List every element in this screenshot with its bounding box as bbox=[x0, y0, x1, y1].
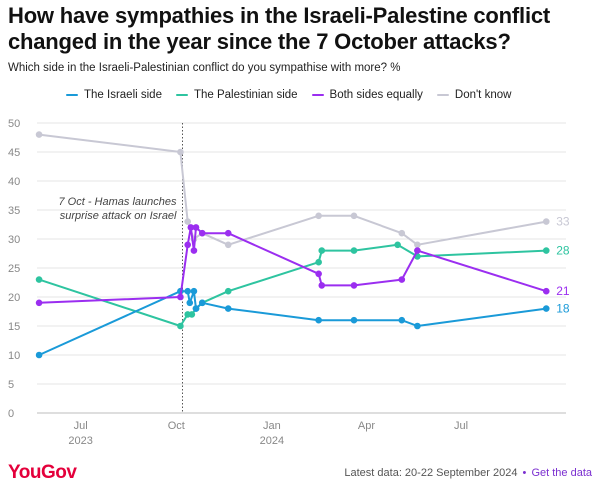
data-point-don-t-know-9 bbox=[414, 241, 421, 249]
data-point-the-israeli-side-0 bbox=[35, 351, 43, 359]
data-point-both-sides-equally-4 bbox=[190, 247, 198, 254]
end-label-both-sides-equally: 21 bbox=[556, 284, 570, 298]
legend-item-palestinian[interactable]: The Palestinian side bbox=[175, 89, 298, 101]
y-tick-label-5: 5 bbox=[8, 379, 14, 391]
legend-label-both: Both sides equally bbox=[329, 89, 423, 101]
x-year-label-2024: 2024 bbox=[260, 435, 284, 447]
x-tick-label-oct: Oct bbox=[168, 420, 185, 432]
data-point-the-israeli-side-10 bbox=[398, 316, 406, 324]
data-point-the-israeli-side-9 bbox=[350, 316, 358, 324]
data-point-both-sides-equally-6 bbox=[198, 229, 206, 237]
data-point-the-israeli-side-12 bbox=[542, 305, 550, 312]
data-point-the-palestinian-side-3 bbox=[188, 311, 196, 318]
data-point-both-sides-equally-2 bbox=[184, 241, 191, 249]
legend-label-israeli: The Israeli side bbox=[84, 89, 162, 101]
y-tick-label-50: 50 bbox=[8, 118, 20, 130]
data-point-the-palestinian-side-1 bbox=[177, 322, 184, 330]
data-point-the-israeli-side-11 bbox=[414, 322, 421, 330]
legend-swatch-dont-know bbox=[436, 93, 449, 97]
data-point-the-palestinian-side-10 bbox=[394, 241, 401, 249]
data-point-the-israeli-side-3 bbox=[186, 299, 194, 307]
y-tick-label-40: 40 bbox=[8, 176, 20, 188]
data-point-the-palestinian-side-9 bbox=[350, 247, 358, 254]
legend-label-palestinian: The Palestinian side bbox=[193, 89, 298, 101]
data-point-the-palestinian-side-7 bbox=[315, 258, 322, 266]
data-point-the-palestinian-side-0 bbox=[35, 276, 43, 283]
chart-subtitle: Which side in the Israeli-Palestinian co… bbox=[8, 62, 401, 74]
data-point-don-t-know-10 bbox=[542, 218, 550, 225]
chart-legend: The Israeli side The Palestinian side Bo… bbox=[66, 89, 525, 101]
data-point-both-sides-equally-5 bbox=[192, 224, 200, 231]
y-tick-label-0: 0 bbox=[8, 408, 14, 420]
legend-swatch-israeli bbox=[66, 93, 78, 97]
data-point-both-sides-equally-1 bbox=[177, 293, 184, 301]
legend-item-both[interactable]: Both sides equally bbox=[311, 89, 423, 101]
data-point-don-t-know-2 bbox=[184, 218, 191, 225]
data-point-both-sides-equally-8 bbox=[315, 270, 322, 278]
legend-item-israeli[interactable]: The Israeli side bbox=[66, 89, 162, 101]
data-point-both-sides-equally-0 bbox=[35, 299, 43, 307]
y-tick-label-20: 20 bbox=[8, 292, 20, 304]
data-point-the-palestinian-side-8 bbox=[318, 247, 326, 254]
legend-swatch-palestinian bbox=[175, 93, 188, 97]
series-line-the-israeli-side bbox=[38, 290, 547, 356]
x-tick-label-jul: Jul bbox=[454, 420, 468, 432]
annotation-text-line-2: surprise attack on Israel bbox=[60, 210, 177, 222]
data-point-don-t-know-8 bbox=[398, 229, 406, 237]
data-point-both-sides-equally-9 bbox=[318, 282, 326, 289]
y-tick-label-10: 10 bbox=[8, 350, 20, 362]
data-point-both-sides-equally-7 bbox=[224, 229, 232, 237]
data-point-don-t-know-1 bbox=[177, 148, 184, 156]
footer-separator: • bbox=[522, 467, 527, 479]
x-tick-label-jul: Jul bbox=[74, 420, 88, 432]
data-point-both-sides-equally-3 bbox=[187, 224, 195, 231]
data-point-don-t-know-5 bbox=[224, 241, 232, 249]
x-year-label-2023: 2023 bbox=[68, 435, 92, 447]
end-label-don-t-know: 33 bbox=[556, 215, 570, 229]
data-point-both-sides-equally-13 bbox=[542, 287, 550, 295]
y-tick-label-35: 35 bbox=[8, 205, 20, 217]
y-tick-label-15: 15 bbox=[8, 321, 20, 333]
data-point-the-israeli-side-2 bbox=[184, 287, 191, 295]
yougov-logo[interactable]: YouGov bbox=[8, 462, 77, 483]
data-point-both-sides-equally-10 bbox=[350, 282, 358, 289]
data-point-both-sides-equally-11 bbox=[398, 276, 406, 283]
data-point-the-palestinian-side-12 bbox=[542, 247, 550, 254]
annotation-text-line-1: 7 Oct - Hamas launches bbox=[59, 196, 177, 208]
data-point-the-israeli-side-4 bbox=[190, 287, 198, 295]
data-point-the-israeli-side-7 bbox=[224, 305, 232, 312]
data-point-don-t-know-7 bbox=[350, 212, 358, 220]
legend-item-dont-know[interactable]: Don't know bbox=[436, 89, 512, 101]
x-tick-label-jan: Jan bbox=[263, 420, 281, 432]
end-label-the-israeli-side: 18 bbox=[556, 302, 570, 316]
series-line-don-t-know bbox=[38, 133, 547, 246]
data-point-don-t-know-0 bbox=[35, 131, 43, 138]
data-point-both-sides-equally-12 bbox=[414, 247, 421, 254]
chart-title: How have sympathies in the Israeli-Pales… bbox=[8, 3, 551, 54]
legend-swatch-both bbox=[311, 93, 324, 97]
y-tick-label-30: 30 bbox=[8, 234, 20, 246]
data-point-don-t-know-6 bbox=[315, 212, 322, 220]
data-point-the-israeli-side-5 bbox=[192, 305, 200, 312]
y-tick-label-25: 25 bbox=[8, 263, 20, 275]
get-the-data-link[interactable]: Get the data bbox=[531, 467, 592, 479]
legend-label-dont-know: Don't know bbox=[454, 89, 512, 101]
latest-data-text: Latest data: 20-22 September 2024 bbox=[344, 467, 518, 479]
footer-source: Latest data: 20-22 September 2024 • Get … bbox=[344, 467, 592, 479]
y-tick-label-45: 45 bbox=[8, 147, 20, 159]
series-line-the-palestinian-side bbox=[38, 243, 547, 327]
data-point-the-israeli-side-6 bbox=[198, 299, 206, 307]
end-label-the-palestinian-side: 28 bbox=[556, 244, 570, 258]
data-point-the-palestinian-side-6 bbox=[224, 287, 232, 295]
x-tick-label-apr: Apr bbox=[358, 420, 375, 432]
data-point-the-israeli-side-8 bbox=[315, 316, 322, 324]
